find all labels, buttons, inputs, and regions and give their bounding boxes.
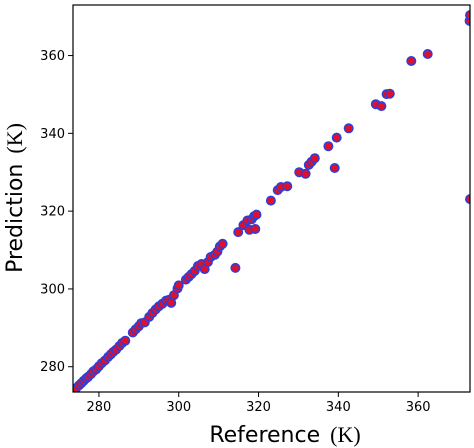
data-point [384, 88, 395, 99]
x-tick-label: 300 [166, 400, 191, 415]
y-axis-unit: (K) [2, 123, 27, 154]
x-tick-label: 280 [87, 400, 112, 415]
data-point [251, 209, 262, 220]
data-point [265, 195, 276, 206]
data-point [217, 238, 228, 249]
y-tick-label: 300 [40, 282, 65, 297]
data-point [406, 55, 417, 66]
points-layer [73, 10, 470, 392]
data-point [233, 227, 244, 238]
x-tick-label: 340 [326, 400, 351, 415]
x-tick-label: 360 [406, 400, 431, 415]
y-tick-label: 360 [40, 49, 65, 64]
data-point [120, 335, 131, 346]
y-axis-label: Prediction [3, 164, 28, 273]
data-point [250, 224, 261, 235]
x-axis-label: Reference [209, 423, 320, 448]
y-axis-title: Prediction (K) [2, 123, 28, 273]
data-point [282, 181, 293, 192]
y-tick-label: 340 [40, 127, 65, 142]
data-point [300, 168, 311, 179]
axes-layer [72, 4, 471, 393]
data-point [422, 48, 433, 59]
x-ticks: 280 300 320 340 360 [87, 392, 431, 415]
data-point [376, 101, 387, 112]
data-point [309, 153, 320, 164]
data-point [343, 123, 354, 134]
x-axis-unit: (K) [330, 422, 361, 447]
data-point [323, 141, 334, 152]
y-ticks: 280 300 320 340 360 [40, 49, 73, 375]
data-point [331, 132, 342, 143]
y-tick-label: 280 [40, 360, 65, 375]
x-axis-title: Reference (K) [209, 422, 360, 448]
plot-frame [72, 4, 471, 393]
data-point [230, 262, 241, 273]
data-point [329, 163, 340, 174]
x-tick-label: 320 [246, 400, 271, 415]
data-point [173, 280, 184, 291]
y-tick-label: 320 [40, 205, 65, 220]
